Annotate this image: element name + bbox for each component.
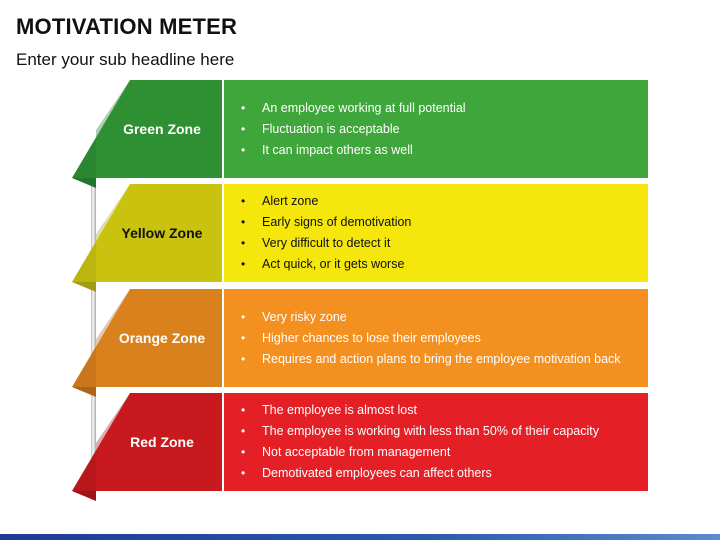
bullet-icon: • <box>241 257 246 271</box>
bullet-icon: • <box>241 121 246 136</box>
zone-bullet-list: • Very risky zone • Higher chances to lose … <box>238 307 634 372</box>
bullet-icon: • <box>241 330 246 345</box>
page-subtitle: Enter your sub headline here <box>16 50 235 69</box>
bullet-icon: • <box>241 100 246 115</box>
zone-bullet-text: The employee is almost lost <box>262 403 417 417</box>
bullet-icon: • <box>241 309 246 324</box>
zone-bullet-text: Demotivated employees can affect others <box>262 466 492 480</box>
bullet-icon: • <box>241 236 246 250</box>
bullet-icon: • <box>241 466 246 480</box>
zone-yellow: Yellow Zone • Alert zone • Early signs of de… <box>0 184 720 292</box>
zone-flag-shade <box>72 289 130 387</box>
page-title: MOTIVATION METER <box>16 14 238 39</box>
zone-bullet-item: • Act quick, or it gets worse <box>238 256 634 272</box>
zone-bullet-text: Early signs of demotivation <box>262 215 412 229</box>
zone-bullet-item: • Demotivated employees can affect others <box>238 465 634 481</box>
zone-flag-fold <box>72 387 96 397</box>
bullet-icon: • <box>241 194 246 208</box>
zone-flag <box>72 393 222 491</box>
zone-bullet-text: An employee working at full potential <box>262 100 466 115</box>
zone-bullet-item: • Alert zone <box>238 193 634 209</box>
bullet-icon: • <box>241 445 246 459</box>
zone-bullet-text: It can impact others as well <box>262 142 413 157</box>
zone-flag-shade <box>72 393 130 491</box>
zone-bullet-text: Higher chances to lose their employees <box>262 330 481 345</box>
zone-bullet-item: • Very difficult to detect it <box>238 235 634 251</box>
zone-bullet-text: Not acceptable from management <box>262 445 451 459</box>
bullet-icon: • <box>241 142 246 157</box>
zone-bullet-item: • The employee is almost lost <box>238 402 634 418</box>
zone-bullet-item: • Not acceptable from management <box>238 444 634 460</box>
zone-panel: • Alert zone • Early signs of demotivation •… <box>224 184 648 282</box>
bullet-icon: • <box>241 351 246 366</box>
zone-bullet-item: • Higher chances to lose their employees <box>238 330 634 346</box>
zone-bullet-text: Alert zone <box>262 194 319 208</box>
bullet-icon: • <box>241 424 246 438</box>
bullet-icon: • <box>241 403 246 417</box>
zone-bullet-list: • Alert zone • Early signs of demotivation •… <box>238 191 634 277</box>
zone-flag-shape <box>72 80 222 188</box>
zone-bullet-text: Act quick, or it gets worse <box>262 257 405 271</box>
zone-panel: • Very risky zone • Higher chances to lose … <box>224 289 648 387</box>
zone-bullet-item: • Requires and action plans to bring the … <box>238 351 634 367</box>
zone-bullet-list: • An employee working at full potential • F… <box>238 98 634 163</box>
zone-bullet-item: • The employee is working with less than … <box>238 423 634 439</box>
zone-bullet-text: Very risky zone <box>262 309 347 324</box>
zone-flag <box>72 289 222 387</box>
zone-bullet-text: Fluctuation is acceptable <box>262 121 400 136</box>
zone-flag <box>72 80 222 178</box>
zone-label: Orange Zone <box>118 330 206 346</box>
zone-flag-shape <box>72 184 222 292</box>
zone-bullet-text: The employee is working with less than 5… <box>262 424 599 438</box>
zone-flag-fold <box>72 178 96 188</box>
zone-flag-shade <box>72 184 130 282</box>
zone-label: Yellow Zone <box>121 225 203 241</box>
zone-bullet-text: Requires and action plans to bring the e… <box>262 351 621 366</box>
zone-bullet-item: • Early signs of demotivation <box>238 214 634 230</box>
zone-green: Green Zone • An employee working at full p… <box>0 80 720 188</box>
zone-bullet-list: • The employee is almost lost • The employe… <box>238 400 634 486</box>
zone-label: Green Zone <box>123 121 201 137</box>
footer-bar <box>0 534 720 540</box>
zone-flag-shape <box>72 393 222 501</box>
zone-flag-fold <box>72 282 96 292</box>
zone-red: Red Zone • The employee is almost lost • The… <box>0 393 720 501</box>
zone-flag-shape <box>72 289 222 397</box>
zone-bullet-text: Very difficult to detect it <box>262 236 391 250</box>
zone-flag-fold <box>72 491 96 501</box>
zone-panel: • The employee is almost lost • The employe… <box>224 393 648 491</box>
zone-orange: Orange Zone • Very risky zone • Higher chanc… <box>0 289 720 397</box>
zone-label: Red Zone <box>130 434 194 450</box>
zone-bullet-item: • Fluctuation is acceptable <box>238 121 634 137</box>
zone-bullet-item: • An employee working at full potential <box>238 100 634 116</box>
zone-flag-shade <box>72 80 130 178</box>
bullet-icon: • <box>241 215 246 229</box>
zone-flag <box>72 184 222 282</box>
zone-bullet-item: • Very risky zone <box>238 309 634 325</box>
zone-panel: • An employee working at full potential • F… <box>224 80 648 178</box>
zone-bullet-item: • It can impact others as well <box>238 142 634 158</box>
meter-pole <box>91 180 96 500</box>
